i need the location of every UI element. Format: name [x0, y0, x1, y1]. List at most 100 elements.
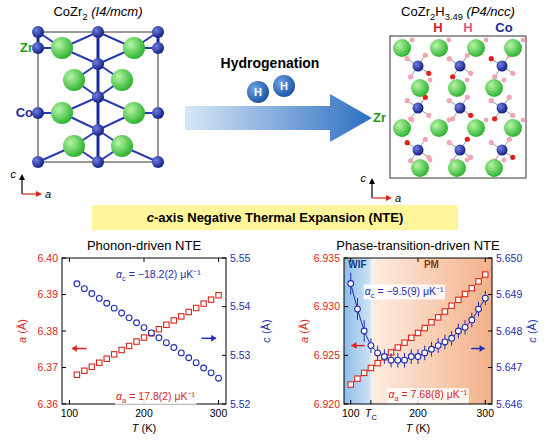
x-tick-label: 100: [342, 407, 360, 419]
marker: [348, 382, 353, 387]
marker: [368, 365, 373, 370]
y2-axis-title: c (Å): [260, 319, 272, 342]
marker: [216, 293, 221, 298]
axis-pointer-head: [351, 342, 356, 349]
marker: [193, 360, 199, 366]
marker: [476, 306, 482, 312]
co-atom: [497, 61, 508, 72]
h-atom: [521, 118, 526, 123]
zr-atom: [448, 159, 466, 177]
zr-atom: [430, 39, 448, 57]
text-part: Zr: [418, 4, 431, 19]
h-atom: [405, 140, 410, 145]
marker: [442, 309, 447, 314]
y2-axis-title: c (Å): [526, 319, 538, 342]
annotation: αc = −18.2(2) μK⁻¹: [116, 268, 201, 283]
co-atom: [413, 103, 424, 114]
axis-arrow: [22, 193, 38, 194]
h-atom: [465, 158, 470, 163]
h-atom: [489, 140, 494, 145]
axis-arrow: [372, 197, 388, 198]
zr-atom: [123, 102, 145, 124]
marker: [368, 343, 374, 349]
marker: [141, 335, 146, 340]
h-atom: [408, 158, 413, 163]
series-line: [351, 275, 486, 385]
zr-atom: [485, 79, 503, 97]
zr-atom: [411, 159, 429, 177]
plot-area: [344, 258, 492, 404]
marker: [409, 335, 414, 340]
y2-tick: [488, 331, 492, 332]
marker: [361, 370, 366, 375]
chart-title: Phonon-driven NTE: [87, 238, 201, 253]
h-atom: [507, 95, 512, 100]
marker: [82, 368, 87, 373]
marker: [348, 281, 354, 287]
h-atom: [489, 98, 494, 103]
marker: [119, 347, 124, 352]
x-tick: [69, 400, 70, 404]
arrow-head: [386, 195, 392, 201]
marker: [193, 305, 198, 310]
x-tick-label: 200: [409, 407, 427, 419]
text-part: H: [435, 4, 444, 19]
h-atom: [423, 137, 428, 142]
atom-label: Zr: [20, 40, 33, 55]
y-tick-label: 6.37: [38, 361, 59, 373]
h-atom: [502, 78, 507, 83]
atom-label: Co: [495, 20, 512, 35]
y2-tick-label: 5.647: [496, 361, 522, 373]
chart-1: 1002003006.9206.9256.9306.9355.6465.6475…: [298, 238, 538, 434]
text-part: (I4/mcm): [88, 4, 143, 19]
co-atom: [455, 103, 466, 114]
x-tick: [485, 400, 486, 404]
marker: [89, 291, 95, 297]
x-tick: [69, 258, 70, 262]
marker: [355, 306, 361, 312]
text-part: Zr: [70, 4, 83, 19]
co-atom: [92, 156, 104, 168]
marker: [96, 295, 102, 301]
text-part: (Å): [260, 319, 272, 337]
marker: [134, 320, 140, 326]
marker: [134, 339, 139, 344]
co-atom: [92, 124, 104, 136]
x-axis-title: T (K): [132, 422, 156, 434]
axis-letter: a: [45, 188, 51, 200]
h2-atom: [273, 75, 295, 97]
zr-atom: [430, 119, 448, 137]
text-part: (Å): [526, 319, 538, 337]
x-tick: [418, 258, 419, 262]
atom-label: H: [463, 20, 472, 35]
zr-atom: [63, 69, 85, 91]
marker: [476, 279, 481, 284]
y-axis-title: a (Å): [16, 319, 28, 343]
zr-atom: [123, 37, 145, 59]
marker: [74, 372, 79, 377]
y2-tick: [222, 404, 226, 405]
marker: [429, 320, 434, 325]
y-tick: [62, 258, 66, 259]
region-label: WIF: [348, 259, 366, 270]
text-part: -axis Negative Thermal Expansion (NTE): [154, 210, 403, 225]
marker: [422, 350, 428, 356]
co-atom: [455, 61, 466, 72]
y2-tick: [488, 258, 492, 259]
h-atom: [428, 158, 433, 163]
marker: [164, 322, 169, 327]
label-patch: [387, 388, 468, 403]
h-atom: [502, 158, 507, 163]
text-part: = 17.8(2) μK⁻¹: [126, 390, 195, 402]
zr-atom: [393, 119, 411, 137]
h-atom: [447, 118, 452, 123]
text-part: (K): [139, 422, 157, 434]
unit-cell: [38, 32, 158, 162]
chart-title: Phase-transition-driven NTE: [336, 238, 500, 253]
marker: [201, 301, 206, 306]
y2-tick-label: 5.650: [496, 252, 522, 264]
axis-pointer-head: [480, 345, 485, 352]
marker: [156, 335, 162, 341]
marker: [104, 300, 110, 306]
axis-arrow: [371, 182, 372, 198]
